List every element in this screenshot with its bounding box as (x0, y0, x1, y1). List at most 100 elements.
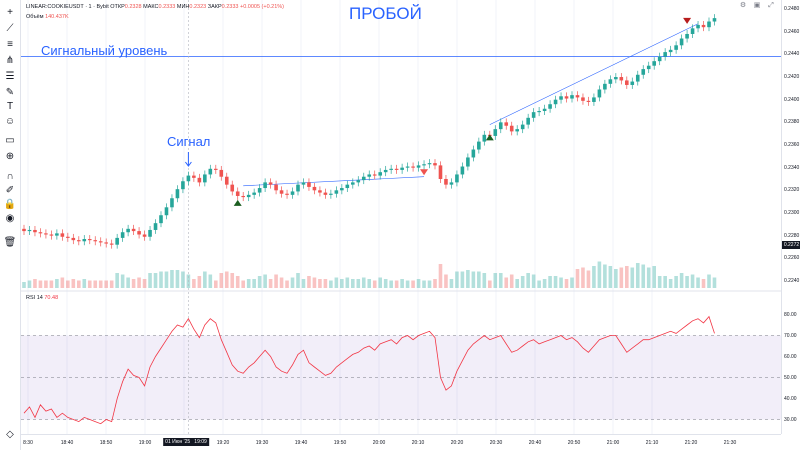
candle-body (104, 242, 108, 244)
candle-body (93, 240, 98, 242)
signal-annotation: Сигнал (167, 134, 211, 149)
chart-area[interactable]: LINEAR:COOKIEUSDT · 1 · Bybit ОТКР0.2328… (21, 0, 781, 434)
candle-body (274, 184, 278, 191)
volume-bar (657, 276, 662, 288)
candle-body (592, 97, 596, 102)
candle-body (142, 234, 147, 237)
fib-icon[interactable]: ☰ (5, 71, 15, 82)
volume-bar (82, 279, 87, 288)
volume-bar (488, 280, 492, 288)
candle-body (219, 169, 224, 177)
volume-bar (219, 273, 224, 288)
candle-body (312, 186, 317, 191)
collapse-toolbar-icon[interactable]: ◇ (6, 429, 14, 440)
volume-bar (164, 271, 169, 288)
magnet-icon[interactable]: ∩ (6, 171, 14, 182)
price-tick-label: 0.2280 (784, 232, 800, 239)
candle-body (553, 99, 558, 105)
lock-drawings-icon[interactable]: ✐ (5, 185, 15, 196)
ohlc-value: 0.2333 (158, 4, 176, 10)
volume-bar (526, 273, 530, 288)
sell-marker-icon (420, 169, 429, 176)
candle-body (482, 134, 487, 142)
brush-icon[interactable]: ✎ (5, 87, 15, 98)
volume-bar (548, 276, 552, 288)
candle-body (509, 125, 514, 132)
horizontal-lines-icon[interactable]: ≡ (7, 39, 13, 50)
candle-body (186, 175, 191, 182)
signal-level-annotation: Сигнальный уровень (41, 43, 168, 58)
volume-bar (208, 274, 213, 288)
crosshair-icon[interactable]: + (7, 7, 13, 18)
volume-bar (400, 279, 404, 288)
candle-body (279, 190, 284, 194)
volume-bar (159, 271, 163, 288)
time-tick-label: 8:30 (23, 440, 33, 446)
rsi-tick-label: 70.00 (784, 332, 797, 339)
volume-bar (334, 277, 339, 288)
volume-bar (586, 270, 591, 288)
candle-body (674, 45, 678, 50)
price-tick-label: 0.2380 (784, 119, 800, 126)
candle-body (208, 168, 213, 175)
maximize-icon[interactable]: ⤢ (768, 2, 774, 9)
zoom-icon[interactable]: ⊕ (5, 151, 15, 162)
volume-bar (192, 279, 196, 288)
candle-body (263, 182, 267, 189)
time-axis[interactable]: 8:30 18:40 18:50 19:00 19:20 19:30 19:40 19:50 2… (21, 434, 781, 451)
volume-bar (515, 279, 519, 288)
volume-bar (520, 276, 525, 288)
trend-line-icon[interactable]: ⟋ (6, 23, 14, 34)
volume-bar (131, 279, 136, 288)
candle-body (115, 237, 119, 245)
volume-bar (181, 271, 185, 288)
candle-body (120, 232, 125, 238)
drawing-toolbar: + ⟋ ≡ ⋔ ☰ ✎ T ☺ ▭ ⊕ ∩ ✐ 🔒 ◉ 🗑 ◇ (0, 0, 21, 450)
screenshot-icon[interactable]: ▣ (753, 2, 761, 9)
volume-bar (230, 273, 235, 288)
volume-bar (581, 267, 585, 288)
trash-icon[interactable]: 🗑 (3, 237, 17, 248)
time-tick-label: 20:10 (411, 440, 425, 446)
settings-icon[interactable]: ⚙ (739, 2, 747, 9)
volume-bar (274, 274, 278, 288)
candle-body (55, 233, 59, 236)
emoji-icon[interactable]: ☺ (4, 116, 16, 127)
volume-bar (148, 273, 152, 288)
volume-bar (438, 264, 443, 288)
volume-bar (290, 277, 295, 288)
volume-value: 140.437K (45, 14, 69, 20)
volume-bar (285, 280, 289, 288)
current-price-badge: 0.2272 (782, 240, 800, 249)
pitchfork-icon[interactable]: ⋔ (5, 55, 15, 66)
candle-body (192, 175, 196, 178)
ruler-icon[interactable]: ▭ (5, 135, 15, 146)
lock-icon[interactable]: 🔒 (3, 199, 17, 210)
volume-bar (477, 271, 481, 288)
candle-body (603, 83, 607, 90)
eye-icon[interactable]: ◉ (5, 213, 15, 224)
chart-canvas[interactable] (21, 0, 781, 434)
candle-body (641, 69, 646, 75)
volume-bar (345, 277, 350, 288)
candle-body (44, 233, 48, 235)
price-axis[interactable]: 0.2480 0.2460 0.2440 0.2420 0.2400 0.2380 0.23… (781, 0, 800, 434)
candle-body (608, 79, 613, 84)
candle-body (361, 176, 366, 181)
volume-bar (592, 266, 596, 288)
candle-body (707, 21, 711, 28)
volume-bar (98, 280, 103, 288)
candle-body (170, 198, 174, 208)
price-tick-label: 0.2360 (784, 142, 800, 148)
volume-bar (203, 271, 207, 288)
candle-body (575, 95, 580, 98)
volume-bar (416, 279, 421, 288)
price-tick-label: 0.2440 (784, 51, 800, 58)
candle-body (340, 188, 344, 191)
candle-body (383, 169, 388, 173)
volume-bar (685, 276, 689, 288)
symbol-title[interactable]: LINEAR:COOKIEUSDT · 1 · Bybit (26, 4, 109, 10)
volume-bar (296, 273, 300, 288)
text-icon[interactable]: T (6, 101, 14, 112)
candle-body (356, 180, 361, 183)
